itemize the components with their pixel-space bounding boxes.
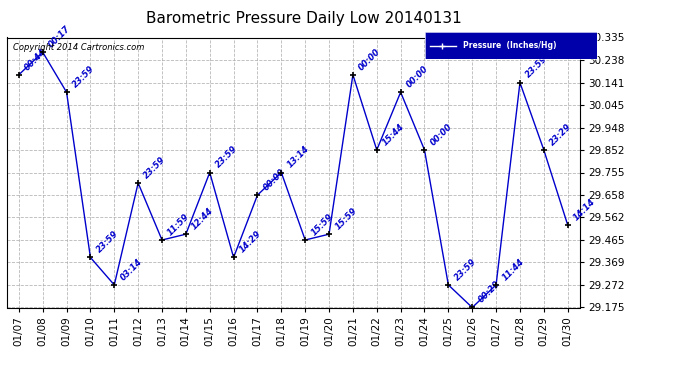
Text: 00:17: 00:17	[47, 24, 72, 50]
Text: 23:59: 23:59	[214, 144, 239, 170]
Text: 00:00: 00:00	[262, 167, 287, 192]
Text: 23:59: 23:59	[70, 64, 96, 89]
Text: 15:59: 15:59	[309, 212, 335, 237]
Text: 15:59: 15:59	[333, 206, 359, 231]
Text: 23:59: 23:59	[453, 257, 478, 282]
Text: 23:59: 23:59	[524, 54, 549, 80]
Text: 23:59: 23:59	[95, 229, 120, 255]
Text: 00:44: 00:44	[23, 46, 48, 72]
Text: 15:44: 15:44	[381, 122, 406, 147]
Text: 14:14: 14:14	[572, 197, 598, 222]
Text: 11:59: 11:59	[166, 212, 192, 237]
Text: 23:59: 23:59	[142, 155, 168, 180]
Text: Copyright 2014 Cartronics.com: Copyright 2014 Cartronics.com	[12, 43, 144, 52]
Text: 12:44: 12:44	[190, 206, 215, 231]
Text: 11:44: 11:44	[500, 257, 526, 282]
Text: 00:29: 00:29	[476, 279, 502, 305]
Text: 14:29: 14:29	[238, 229, 263, 255]
Text: 00:00: 00:00	[405, 64, 430, 89]
Text: 13:14: 13:14	[286, 144, 311, 170]
Text: Barometric Pressure Daily Low 20140131: Barometric Pressure Daily Low 20140131	[146, 11, 462, 26]
Text: 00:00: 00:00	[428, 122, 454, 147]
Text: 00:00: 00:00	[357, 46, 382, 72]
Text: 03:14: 03:14	[119, 257, 144, 282]
Text: 23:29: 23:29	[548, 122, 573, 147]
